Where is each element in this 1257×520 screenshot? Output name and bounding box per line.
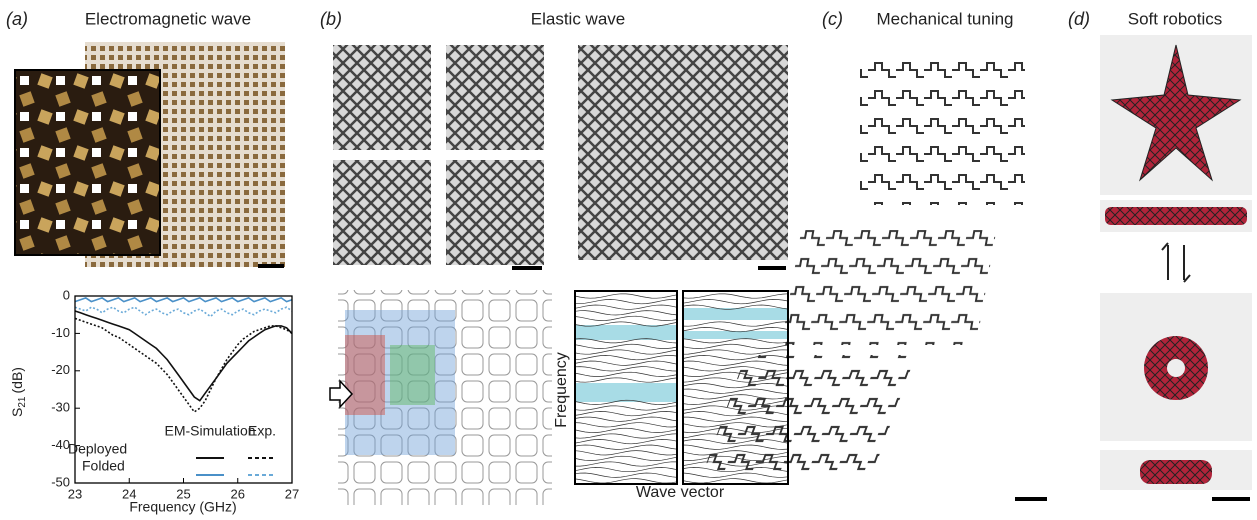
dispersion-curve (575, 361, 677, 365)
x-tick-label: 24 (122, 486, 136, 501)
y-label-sub: 21 (17, 396, 28, 408)
reversible-arrows (1162, 243, 1190, 282)
unit-cell-photo (333, 160, 431, 265)
unit-cell-photo (446, 160, 544, 265)
dispersion-curve (575, 294, 677, 298)
x-tick-label: 26 (231, 486, 245, 501)
panel-title: Mechanical tuning (876, 9, 1013, 28)
band-gap (683, 308, 788, 320)
scale-bar (512, 266, 542, 270)
lattice-drawing (860, 55, 1025, 205)
wave-field (345, 335, 385, 415)
dispersion-curve (575, 445, 677, 449)
robot-side (1140, 460, 1212, 484)
data-line (75, 298, 292, 302)
dispersion-curve (575, 355, 677, 359)
scale-bar (1212, 497, 1250, 501)
panel-letter: (d) (1068, 9, 1090, 29)
band-xlabel: Wave vector (636, 484, 725, 501)
legend-header: Exp. (248, 423, 276, 439)
scale-bar (758, 266, 786, 270)
panel-letter: (a) (6, 9, 28, 29)
lattice-drawing (700, 355, 915, 480)
dispersion-curve (575, 467, 677, 471)
dispersion-curve (575, 305, 677, 309)
lattice-photo (578, 45, 788, 260)
band-gap (575, 325, 677, 340)
scale-bar (1015, 497, 1047, 501)
panel-letter: (b) (320, 9, 342, 29)
band-gap (575, 383, 677, 402)
dispersion-curve (575, 350, 677, 354)
dispersion-curve (575, 479, 677, 483)
data-line (75, 307, 292, 316)
dispersion-curve (575, 344, 677, 348)
dispersion-curve (575, 316, 677, 320)
dispersion-curve (683, 299, 788, 303)
dispersion-curve (575, 378, 677, 382)
dispersion-curve (575, 428, 677, 432)
dispersion-curve (575, 417, 677, 421)
y-tick-label: -20 (51, 362, 70, 377)
y-label-main: S (9, 408, 25, 417)
lattice-drawing (781, 230, 996, 345)
dispersion-curve (575, 423, 677, 427)
page: (a) Electromagnetic wave (b) Elastic wav… (0, 0, 1257, 520)
dispersion-curve (575, 311, 677, 315)
data-line (75, 311, 292, 401)
folded-robot-hole (1167, 359, 1185, 377)
dispersion-curve (683, 344, 788, 348)
y-axis-label: S21 (dB) (9, 367, 28, 417)
x-tick-label: 25 (176, 486, 190, 501)
panel-title: Soft robotics (1128, 9, 1223, 28)
dispersion-curve (575, 299, 677, 303)
wave-field (390, 345, 435, 405)
dispersion-curve (683, 350, 788, 354)
x-tick-label: 27 (285, 486, 299, 501)
panel-title: Elastic wave (531, 9, 625, 28)
dispersion-curve (575, 411, 677, 415)
y-tick-label: 0 (63, 287, 70, 302)
dispersion-curve (575, 439, 677, 443)
dispersion-curve (683, 294, 788, 298)
panel-title: Electromagnetic wave (85, 9, 251, 28)
legend-label: Deployed (68, 441, 127, 457)
panel-letter: (c) (822, 9, 843, 29)
band-gap (683, 331, 788, 339)
band-ylabel: Frequency (553, 352, 570, 428)
legend-header: EM-Simulation (164, 423, 255, 439)
y-label-unit: (dB) (9, 367, 25, 393)
scale-bar (258, 264, 284, 268)
unit-cell-photo (446, 45, 544, 150)
x-tick-label: 23 (68, 486, 82, 501)
figure: (a) Electromagnetic wave (b) Elastic wav… (0, 0, 1257, 520)
dispersion-curve (575, 367, 677, 371)
y-tick-label: -30 (51, 400, 70, 415)
robot-side (1105, 207, 1247, 225)
dispersion-curve (575, 372, 677, 376)
y-tick-label: -10 (51, 325, 70, 340)
zoom-inset (15, 70, 160, 255)
unit-cell-photo (333, 45, 431, 150)
dispersion-curve (683, 339, 788, 343)
dispersion-curve (575, 473, 677, 477)
dispersion-curve (575, 462, 677, 466)
dispersion-curve (575, 451, 677, 455)
dispersion-curve (575, 456, 677, 460)
legend-label: Folded (82, 458, 125, 474)
dispersion-curve (575, 434, 677, 438)
dispersion-curve (575, 406, 677, 410)
dispersion-curve (683, 322, 788, 326)
